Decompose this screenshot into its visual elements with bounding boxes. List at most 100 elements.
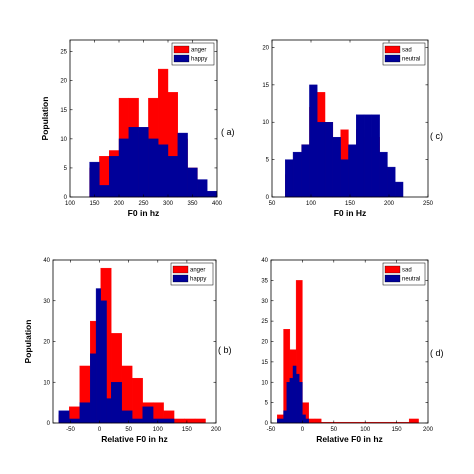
panel-a: 100 150 200 250 300 350 400 0 5 10 15 20 25 F0 in hz P… xyxy=(40,39,235,218)
histogram-bar xyxy=(58,410,70,424)
histogram-bar xyxy=(69,418,80,424)
histogram-bar xyxy=(121,410,133,424)
y-tick-label: 30 xyxy=(43,299,50,305)
y-tick-label: 20 xyxy=(261,340,268,346)
y-tick-label: 10 xyxy=(262,120,269,126)
y-tick-label: 40 xyxy=(261,258,268,264)
y-tick-label: 5 xyxy=(64,166,68,172)
series-neutral xyxy=(277,365,309,424)
histogram-bar xyxy=(285,159,294,198)
legend-label: happy xyxy=(191,57,207,63)
legend: anger happy xyxy=(171,42,215,66)
legend-label: anger xyxy=(191,48,206,54)
x-tick-label: 400 xyxy=(212,201,223,207)
legend-swatch xyxy=(172,274,189,283)
legend-swatch xyxy=(173,45,190,54)
x-axis-label: F0 in hz xyxy=(128,208,160,218)
histogram-bar xyxy=(206,190,218,198)
panel-label: ( a) xyxy=(221,127,235,137)
legend-label: neutral xyxy=(402,277,420,283)
histogram-bar xyxy=(173,418,185,424)
series-neutral xyxy=(285,84,404,198)
x-tick-label: 100 xyxy=(306,201,317,207)
legend-label: happy xyxy=(190,277,206,283)
y-tick-label: 0 xyxy=(64,195,68,201)
histogram-bar xyxy=(90,353,97,424)
x-tick-label: 0 xyxy=(98,427,102,433)
histogram-bar xyxy=(138,127,149,198)
histogram-bar xyxy=(283,410,287,424)
histogram-bar xyxy=(187,167,198,198)
histogram-bar xyxy=(324,122,334,198)
legend-swatch xyxy=(384,45,401,54)
y-tick-label: 0 xyxy=(266,195,270,201)
histogram-bar xyxy=(301,144,310,198)
x-tick-label: 250 xyxy=(423,201,434,207)
histogram-bar xyxy=(379,151,388,198)
histogram-bar xyxy=(395,181,404,198)
histogram-bar xyxy=(332,136,341,198)
x-tick-label: -50 xyxy=(66,427,75,433)
x-tick-label: 150 xyxy=(89,201,100,207)
y-tick-label: 20 xyxy=(60,79,67,85)
y-tick-label: 15 xyxy=(261,360,268,366)
histogram-bar xyxy=(289,377,294,424)
x-tick-label: 150 xyxy=(345,201,356,207)
histogram-bar xyxy=(131,418,143,424)
x-tick-label: 250 xyxy=(138,201,149,207)
histogram-bar xyxy=(111,382,122,424)
histogram-bar xyxy=(197,179,208,198)
x-tick-label: 50 xyxy=(330,427,337,433)
y-tick-label: 35 xyxy=(261,278,268,284)
panel-d: -50 0 50 100 150 2000510152025303540Relative … xyxy=(261,258,443,444)
histogram-bar xyxy=(314,418,322,424)
histogram-bar xyxy=(142,406,154,424)
histogram-bar xyxy=(131,377,143,424)
histogram-bar xyxy=(387,166,396,198)
y-tick-label: 10 xyxy=(261,380,268,386)
x-tick-label: 50 xyxy=(125,427,132,433)
y-tick-label: 10 xyxy=(60,137,67,143)
histogram-bar xyxy=(106,398,112,424)
panel-b: -50 0 50 100 150 200 0 10 20 30 40 Relative F0 in h… xyxy=(23,258,232,444)
histogram-bar xyxy=(371,114,380,198)
histogram-bar xyxy=(95,288,101,424)
histogram-bar xyxy=(184,418,196,424)
legend: sad neutral xyxy=(382,42,426,66)
y-tick-label: 25 xyxy=(261,319,268,325)
x-axis-label: Relative F0 in hz xyxy=(316,434,383,444)
y-tick-label: 5 xyxy=(265,401,269,407)
histogram-bar xyxy=(305,418,309,424)
histogram-bar xyxy=(317,122,326,198)
y-tick-label: 5 xyxy=(266,158,270,164)
y-tick-label: 20 xyxy=(262,45,269,51)
y-tick-label: 0 xyxy=(265,421,269,427)
histogram-bar xyxy=(292,365,297,424)
histogram-bar xyxy=(108,156,120,198)
x-tick-label: 50 xyxy=(269,201,276,207)
y-tick-label: 25 xyxy=(60,50,67,56)
x-tick-label: 300 xyxy=(163,201,174,207)
histogram-bar xyxy=(308,418,316,424)
histogram-bar xyxy=(152,418,164,424)
histogram-bar xyxy=(194,418,206,424)
histogram-bar xyxy=(408,418,419,424)
legend-label: neutral xyxy=(402,57,420,63)
x-axis-label: F0 in Hz xyxy=(334,208,367,218)
x-tick-label: 150 xyxy=(392,427,403,433)
histogram-bar xyxy=(286,382,291,424)
x-tick-label: 100 xyxy=(153,427,164,433)
legend-label: anger xyxy=(190,268,205,274)
histogram-bar xyxy=(100,300,107,424)
x-tick-label: -50 xyxy=(267,427,276,433)
panel-label: ( d) xyxy=(430,348,444,358)
x-tick-label: 0 xyxy=(301,427,305,433)
x-tick-label: 150 xyxy=(182,427,193,433)
histogram-bar xyxy=(177,132,188,198)
histogram-bar xyxy=(299,382,303,424)
legend-swatch xyxy=(172,265,189,274)
histogram-bar xyxy=(118,138,130,198)
x-tick-label: 350 xyxy=(187,201,198,207)
legend-label: sad xyxy=(402,268,412,274)
